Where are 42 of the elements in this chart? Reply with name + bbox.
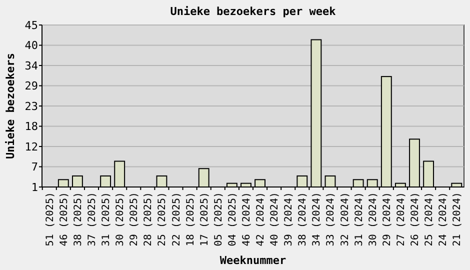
y-tick-label: 18	[24, 120, 38, 134]
x-tick-label: 34 (2024)	[312, 192, 323, 246]
x-tick-label: 04 (2025)	[227, 192, 238, 246]
y-tick-label: 12	[24, 140, 38, 154]
x-tick-label: 24 (2024)	[438, 192, 450, 246]
x-tick-label: 25 (2024)	[424, 192, 436, 246]
x-tick-label: 05 (2025)	[213, 192, 224, 246]
x-tick-label: 29 (2025)	[129, 192, 140, 246]
y-tick-label: 1	[31, 180, 38, 194]
y-tick-label: 45	[24, 18, 38, 32]
x-tick-label: 46 (2025)	[58, 192, 70, 246]
x-tick-label: 29 (2024)	[382, 192, 393, 246]
x-tick-label: 39 (2024)	[284, 192, 295, 246]
x-tick-label: 42 (2024)	[256, 192, 267, 246]
x-tick-label: 51 (2025)	[44, 192, 56, 246]
x-tick-label: 30 (2024)	[368, 192, 379, 246]
x-tick-label: 46 (2024)	[241, 192, 252, 246]
y-tick-label: 23	[24, 100, 38, 113]
x-tick-label: 26 (2024)	[410, 192, 421, 246]
chart-title: Unieke bezoekers per week	[170, 5, 336, 18]
x-tick-label: 25 (2025)	[157, 192, 168, 246]
x-tick-label: 38 (2025)	[72, 192, 84, 246]
x-tick-label: 30 (2025)	[115, 192, 126, 246]
y-tick-label: 40	[24, 39, 38, 52]
y-tick-label: 29	[24, 80, 38, 93]
x-tick-label: 32 (2024)	[340, 192, 351, 246]
x-tick-label: 37 (2025)	[87, 192, 98, 246]
y-axis-title: Unieke bezoekers	[4, 53, 17, 159]
x-tick-label: 40 (2024)	[270, 192, 281, 246]
x-tick-label: 31 (2024)	[354, 192, 365, 246]
x-tick-label: 27 (2024)	[396, 192, 407, 246]
x-tick-label: 31 (2025)	[101, 192, 112, 246]
x-tick-label: 28 (2025)	[143, 192, 154, 246]
x-tick-label: 18 (2025)	[185, 192, 196, 246]
x-tick-label: 33 (2024)	[326, 192, 337, 246]
x-tick-label: 22 (2025)	[171, 192, 182, 246]
x-tick-label: 17 (2025)	[199, 192, 210, 246]
y-tick-label: 7	[31, 160, 38, 174]
x-axis-title: Weeknummer	[220, 254, 286, 267]
y-tick-label: 34	[24, 59, 38, 72]
x-tick-label: 38 (2024)	[298, 192, 309, 246]
x-tick-label: 21 (2024)	[452, 192, 464, 246]
